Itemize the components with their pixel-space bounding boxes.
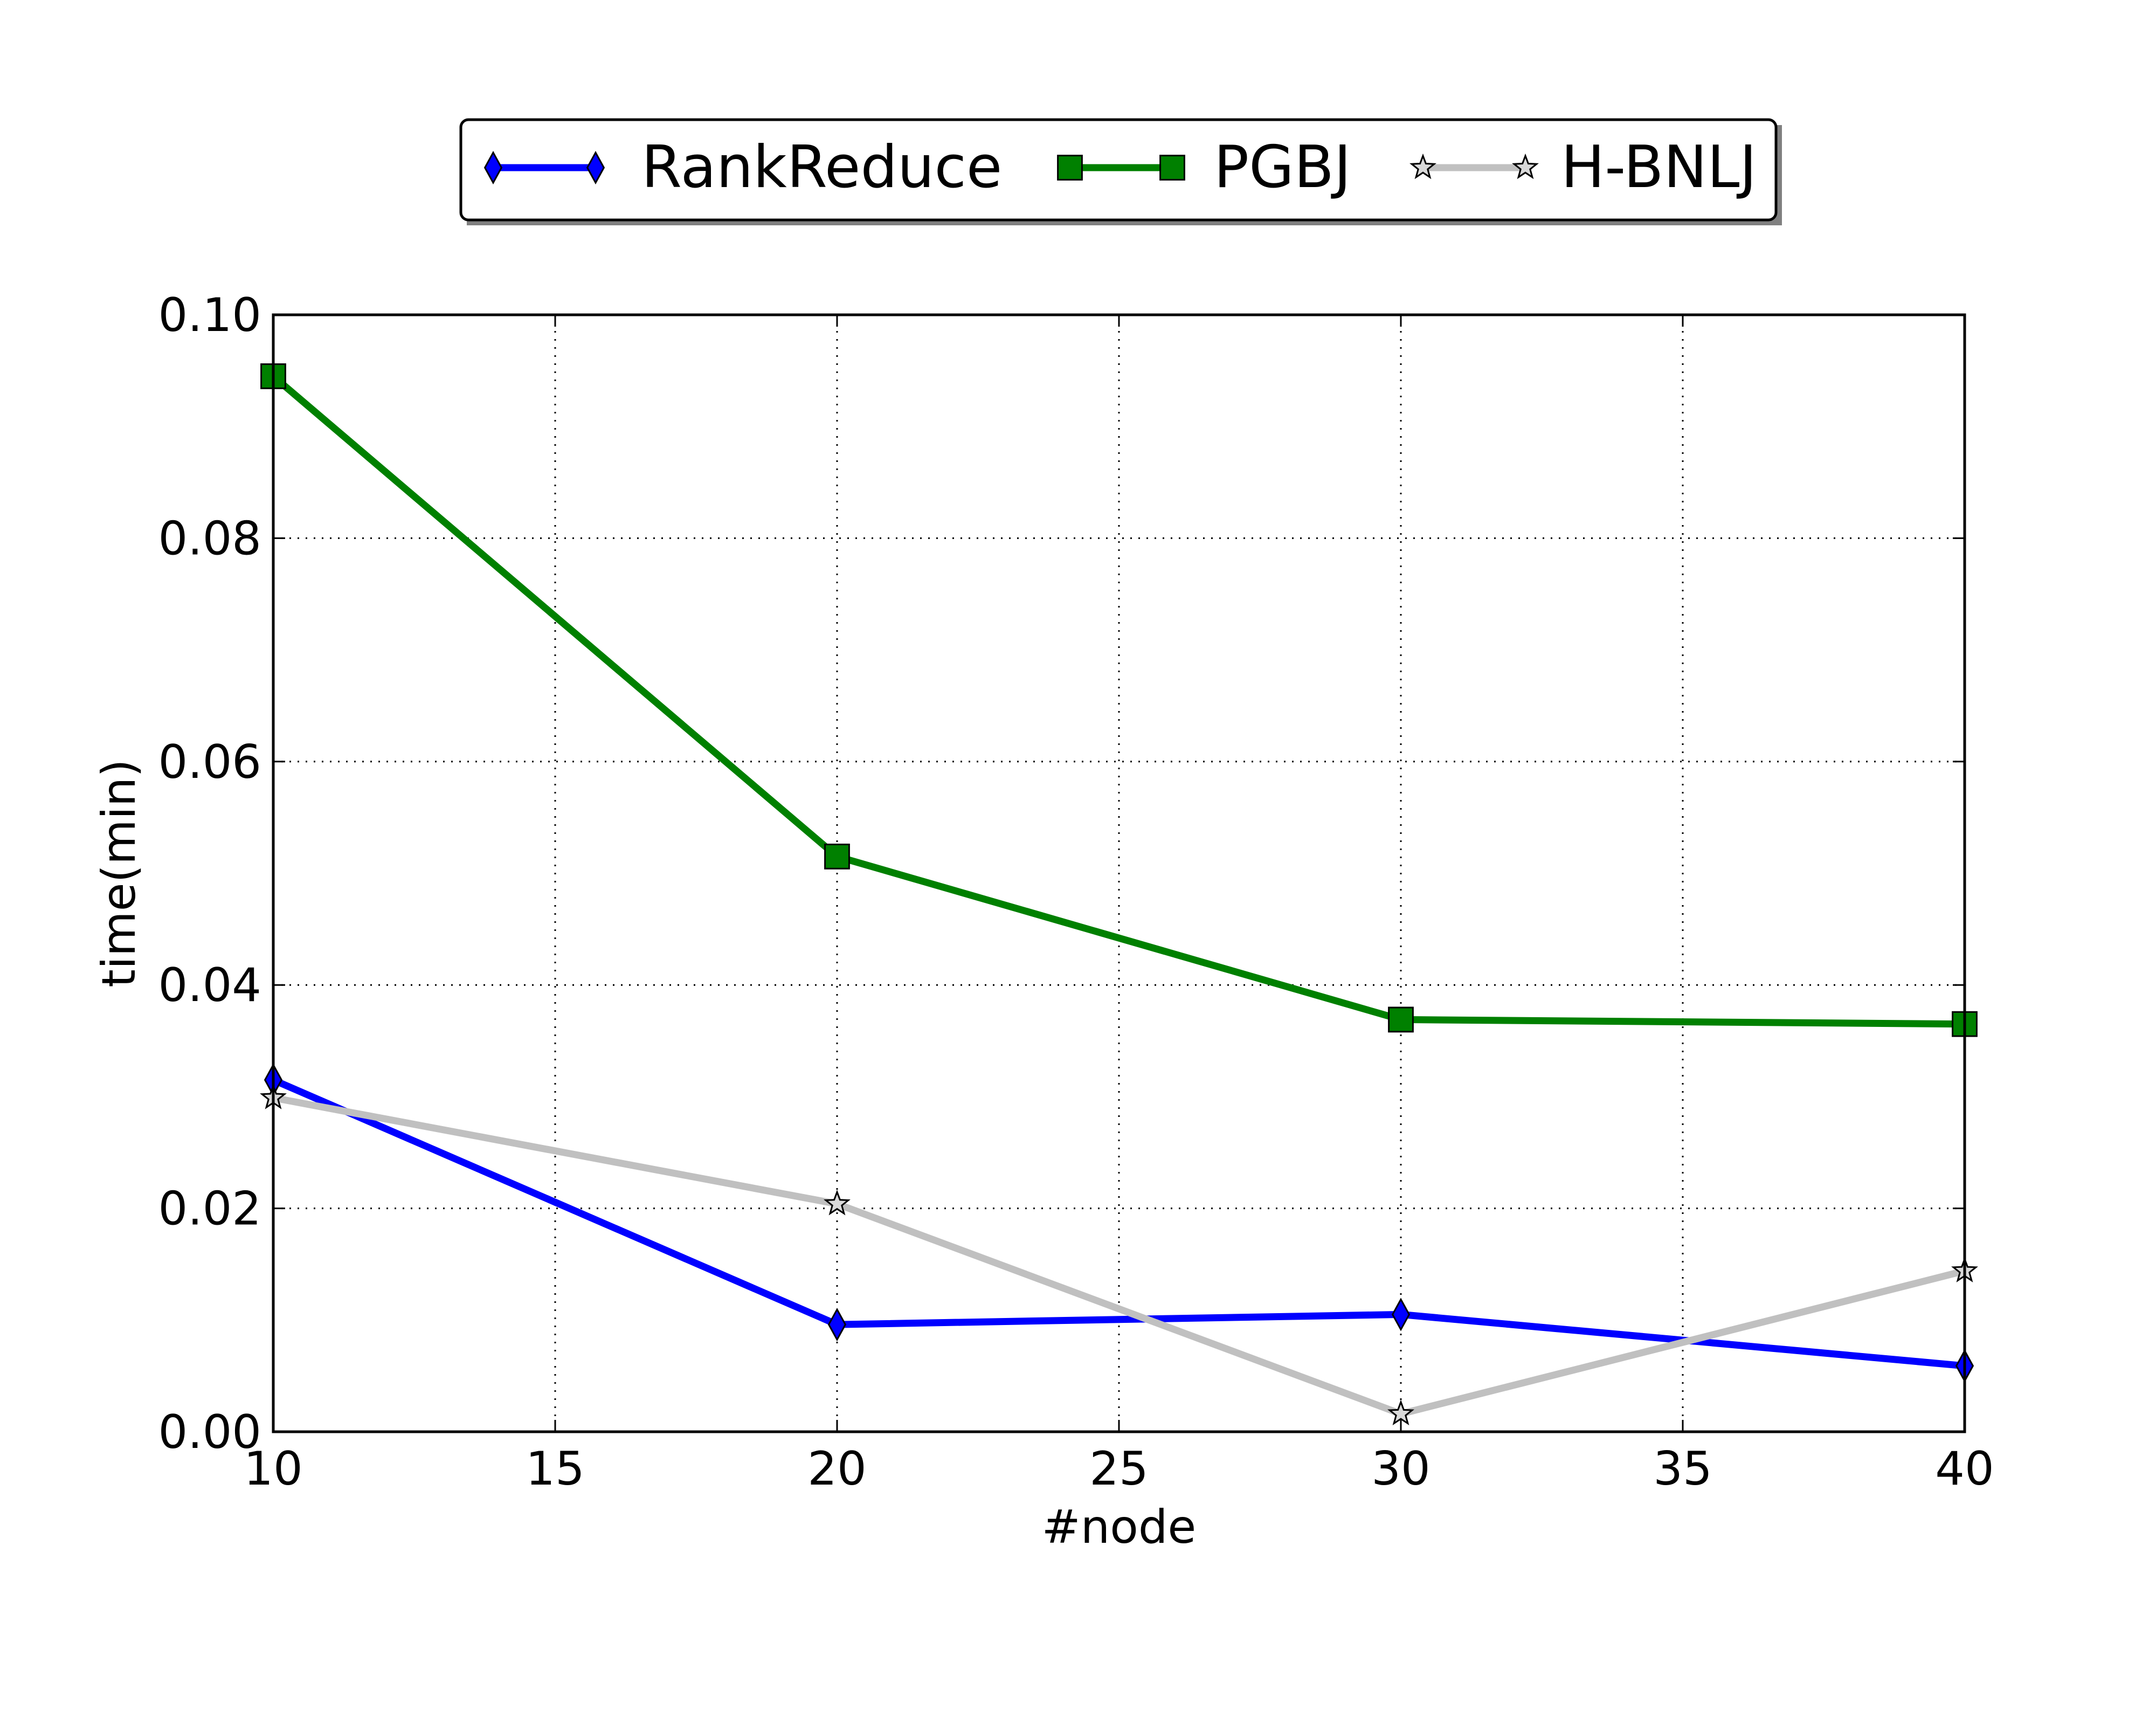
data-point-rankreduce xyxy=(1391,1298,1411,1331)
y-tick-label: 0.04 xyxy=(158,958,261,1012)
legend-marker-rankreduce xyxy=(586,150,605,185)
legend-label-rankreduce: RankReduce xyxy=(641,134,1002,201)
y-tick-label: 0.08 xyxy=(158,512,261,565)
data-point-rankreduce xyxy=(827,1307,847,1342)
legend-label-pgbj: PGBJ xyxy=(1214,134,1351,201)
y-tick-label: 0.00 xyxy=(158,1405,261,1459)
y-tick-label: 0.06 xyxy=(158,735,261,789)
x-tick-label: 20 xyxy=(807,1442,866,1496)
legend-marker-rankreduce xyxy=(483,150,503,185)
x-tick-label: 30 xyxy=(1371,1442,1430,1496)
x-tick-label: 40 xyxy=(1935,1442,1994,1496)
y-axis-label: time(min) xyxy=(92,759,146,988)
data-point-h-bnlj xyxy=(1387,1399,1414,1426)
plot-frame xyxy=(272,313,1966,1433)
y-tick-label: 0.02 xyxy=(158,1182,261,1236)
tick-labels: 10 15 20 25 30 35 40 0.00 0.02 0.04 0.06 0.08 0.10 xyxy=(158,288,1994,1496)
legend-marker-pgbj xyxy=(1057,155,1083,181)
x-axis-label: #node xyxy=(1042,1500,1197,1554)
series-line-pgbj xyxy=(271,374,1965,1028)
y-tick-label: 0.10 xyxy=(158,288,261,342)
legend: RankReduce PGBJ H-BNLJ xyxy=(459,118,1782,225)
data-point-pgbj xyxy=(1388,1006,1414,1033)
data-point-h-bnlj xyxy=(824,1190,851,1216)
series-line-h-bnlj xyxy=(272,1094,1966,1418)
x-tick-label: 25 xyxy=(1089,1442,1148,1496)
x-tick-label: 35 xyxy=(1653,1442,1712,1496)
legend-label-h-bnlj: H-BNLJ xyxy=(1561,134,1757,201)
x-tick-label: 10 xyxy=(244,1442,302,1496)
legend-marker-h-bnlj xyxy=(1512,153,1539,180)
x-tick-label: 15 xyxy=(526,1442,584,1496)
legend-marker-h-bnlj xyxy=(1409,153,1436,180)
legend-marker-pgbj xyxy=(1159,155,1185,181)
grid xyxy=(273,315,1965,1432)
series-group xyxy=(260,363,1978,1426)
data-point-pgbj xyxy=(824,844,850,870)
